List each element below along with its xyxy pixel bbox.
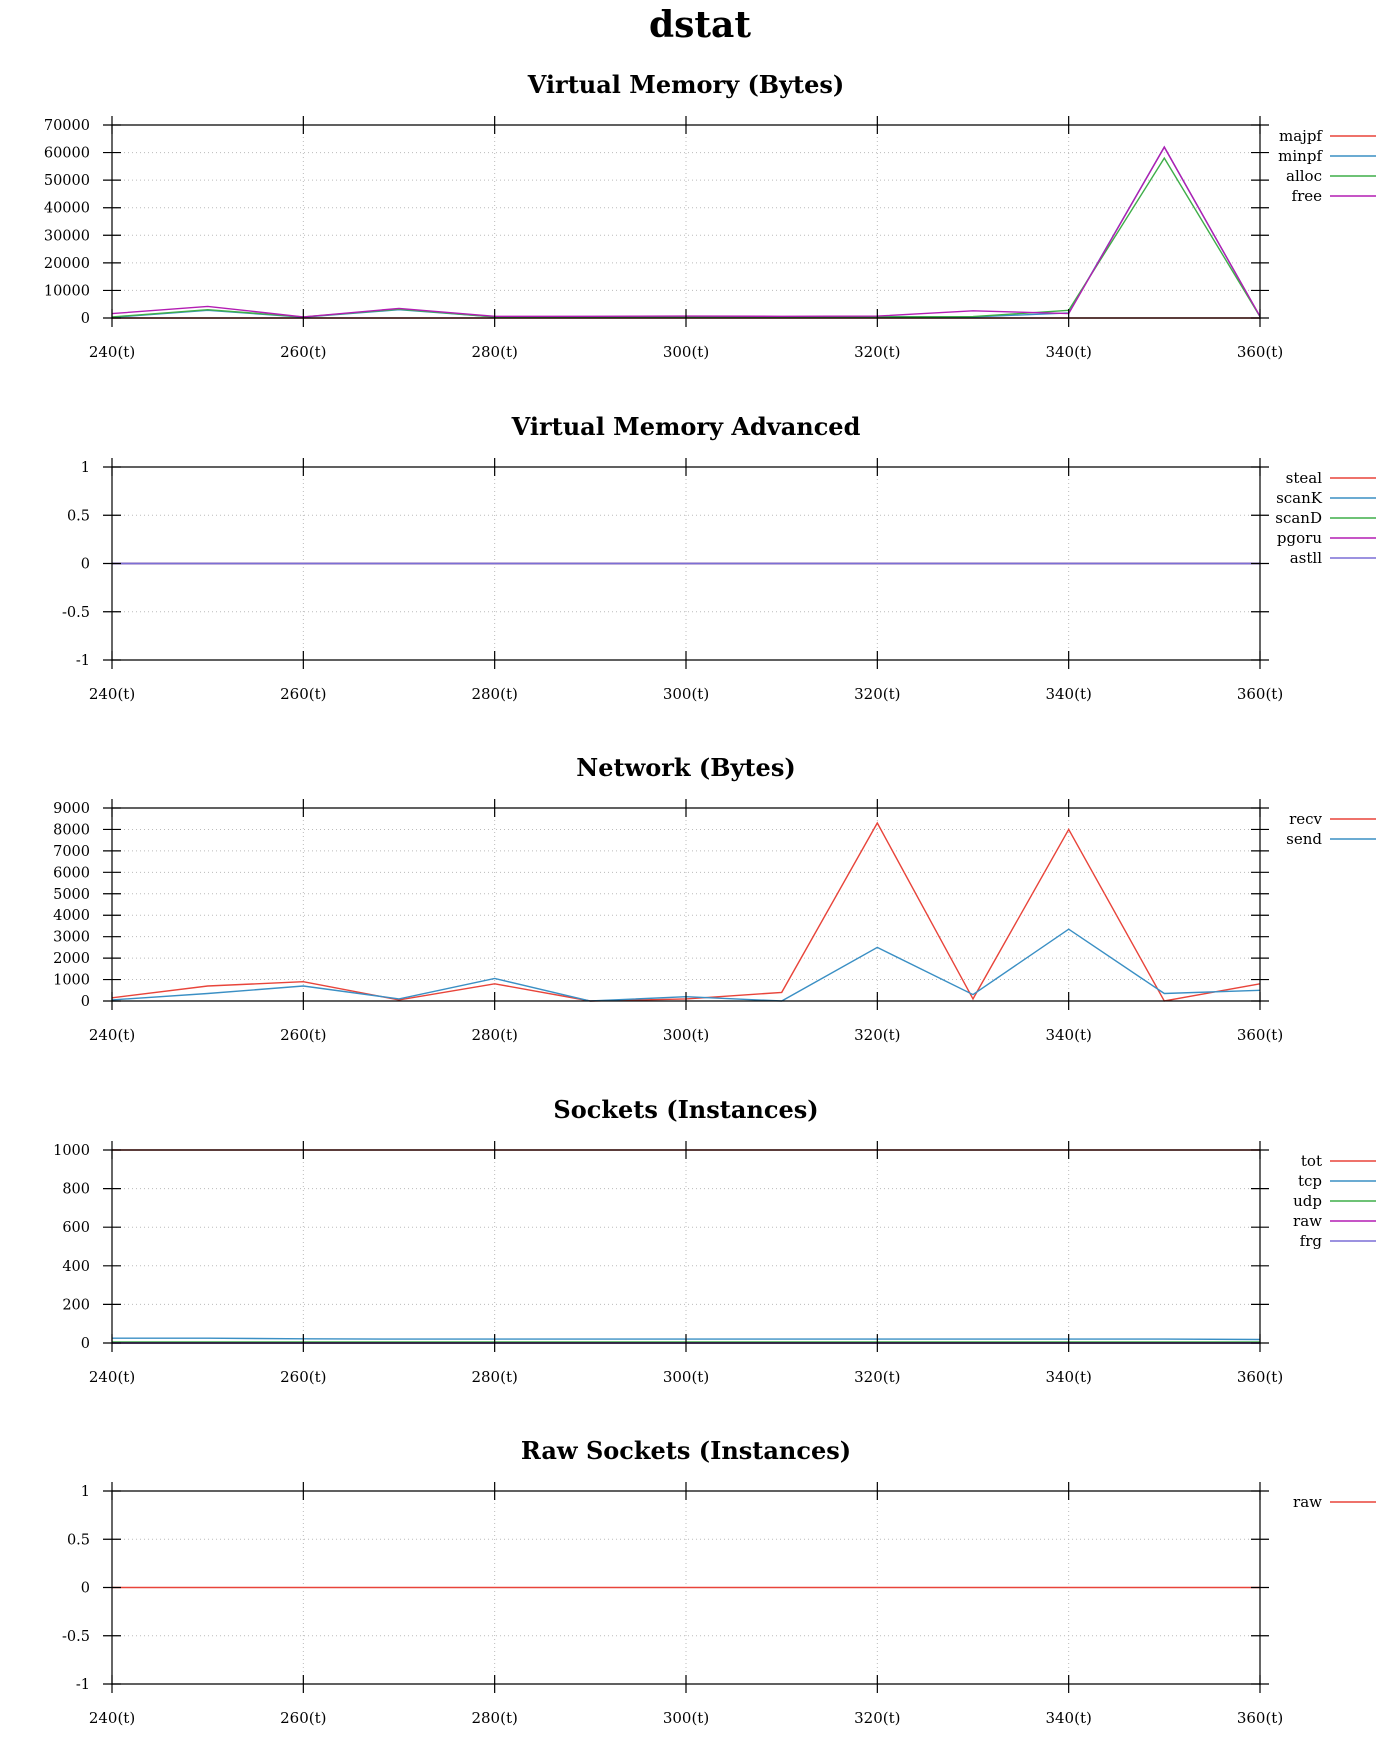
y-tick-label: 70000: [44, 118, 90, 134]
y-tick-label: 0: [81, 1336, 90, 1352]
y-tick-label: -0.5: [62, 605, 90, 621]
legend-label-minpf: minpf: [1278, 147, 1323, 165]
x-tick-label: 340(t): [1045, 685, 1091, 703]
legend-label-frg: frg: [1300, 1232, 1323, 1250]
y-tick-label: 1: [81, 1484, 90, 1500]
legend-label-scanD: scanD: [1275, 509, 1322, 527]
x-tick-label: 320(t): [854, 1026, 900, 1044]
legend-label-send: send: [1286, 830, 1322, 848]
legend-label-majpf: majpf: [1279, 127, 1323, 145]
chart-title: Sockets (Instances): [553, 1095, 818, 1124]
y-tick-label: 800: [62, 1182, 90, 1198]
y-tick-label: 10000: [44, 283, 90, 299]
y-tick-label: 30000: [44, 228, 90, 244]
y-tick-label: 0: [81, 994, 90, 1010]
x-tick-label: 240(t): [89, 685, 135, 703]
y-tick-label: 9000: [53, 801, 90, 817]
y-tick-label: 5000: [53, 887, 90, 903]
x-tick-label: 260(t): [280, 1026, 326, 1044]
legend-label-raw: raw: [1293, 1212, 1322, 1230]
y-tick-label: 40000: [44, 201, 90, 217]
legend-label-free: free: [1292, 187, 1323, 205]
x-tick-label: 300(t): [663, 1709, 709, 1727]
y-tick-label: 60000: [44, 146, 90, 162]
legend-label-raw: raw: [1293, 1493, 1322, 1511]
x-tick-label: 240(t): [89, 1368, 135, 1386]
x-tick-label: 360(t): [1237, 685, 1283, 703]
y-tick-label: 1000: [53, 1143, 90, 1159]
chart-title: Virtual Memory Advanced: [511, 412, 861, 441]
legend-label-pgoru: pgoru: [1277, 529, 1322, 547]
y-tick-label: 200: [62, 1297, 90, 1313]
legend-label-recv: recv: [1289, 810, 1322, 828]
x-tick-label: 280(t): [471, 1709, 517, 1727]
y-tick-label: 8000: [53, 822, 90, 838]
series-line-minpf: [111, 145, 1261, 319]
series-line-send: [111, 928, 1261, 1002]
y-tick-label: 2000: [53, 951, 90, 967]
x-tick-label: 300(t): [663, 1026, 709, 1044]
chart-title: Raw Sockets (Instances): [521, 1436, 851, 1465]
x-tick-label: 340(t): [1045, 1026, 1091, 1044]
y-tick-label: 400: [62, 1259, 90, 1275]
y-tick-label: 1: [81, 460, 90, 476]
y-tick-label: 600: [62, 1220, 90, 1236]
x-tick-label: 240(t): [89, 1709, 135, 1727]
y-tick-label: 0.5: [67, 1532, 90, 1548]
x-tick-label: 300(t): [663, 685, 709, 703]
x-tick-label: 340(t): [1045, 1368, 1091, 1386]
x-tick-label: 260(t): [280, 685, 326, 703]
series-line-free: [111, 145, 1261, 318]
x-tick-label: 260(t): [280, 1368, 326, 1386]
chart-title: Virtual Memory (Bytes): [527, 70, 845, 99]
x-tick-label: 360(t): [1237, 1709, 1283, 1727]
x-tick-label: 320(t): [854, 1709, 900, 1727]
page-title: dstat: [648, 4, 752, 46]
legend-label-tot: tot: [1301, 1152, 1322, 1170]
x-tick-label: 280(t): [471, 1368, 517, 1386]
x-tick-label: 300(t): [663, 1368, 709, 1386]
legend-label-udp: udp: [1293, 1192, 1322, 1210]
y-tick-label: 0: [81, 557, 90, 573]
x-tick-label: 340(t): [1045, 1709, 1091, 1727]
y-tick-label: 20000: [44, 256, 90, 272]
x-tick-label: 240(t): [89, 343, 135, 361]
x-tick-label: 280(t): [471, 1026, 517, 1044]
x-tick-label: 240(t): [89, 1026, 135, 1044]
y-tick-label: 7000: [53, 844, 90, 860]
y-tick-label: 6000: [53, 865, 90, 881]
legend-label-scanK: scanK: [1276, 489, 1323, 507]
x-tick-label: 320(t): [854, 343, 900, 361]
y-tick-label: 1000: [53, 973, 90, 989]
y-tick-label: 0: [81, 1581, 90, 1597]
x-tick-label: 360(t): [1237, 1026, 1283, 1044]
x-tick-label: 280(t): [471, 685, 517, 703]
legend-label-alloc: alloc: [1286, 167, 1322, 185]
y-tick-label: 50000: [44, 173, 90, 189]
x-tick-label: 260(t): [280, 1709, 326, 1727]
legend-label-steal: steal: [1286, 469, 1323, 487]
y-tick-label: -1: [76, 1677, 90, 1693]
y-tick-label: -0.5: [62, 1629, 90, 1645]
x-tick-label: 320(t): [854, 1368, 900, 1386]
x-tick-label: 300(t): [663, 343, 709, 361]
x-tick-label: 260(t): [280, 343, 326, 361]
y-tick-label: 0.5: [67, 508, 90, 524]
x-tick-label: 360(t): [1237, 1368, 1283, 1386]
y-tick-label: 4000: [53, 908, 90, 924]
legend-label-tcp: tcp: [1298, 1172, 1322, 1190]
x-tick-label: 280(t): [471, 343, 517, 361]
legend-label-astll: astll: [1290, 549, 1322, 567]
chart-title: Network (Bytes): [576, 753, 795, 782]
x-tick-label: 340(t): [1045, 343, 1091, 361]
x-tick-label: 360(t): [1237, 343, 1283, 361]
y-tick-label: -1: [76, 653, 90, 669]
y-tick-label: 0: [81, 311, 90, 327]
y-tick-label: 3000: [53, 930, 90, 946]
x-tick-label: 320(t): [854, 685, 900, 703]
